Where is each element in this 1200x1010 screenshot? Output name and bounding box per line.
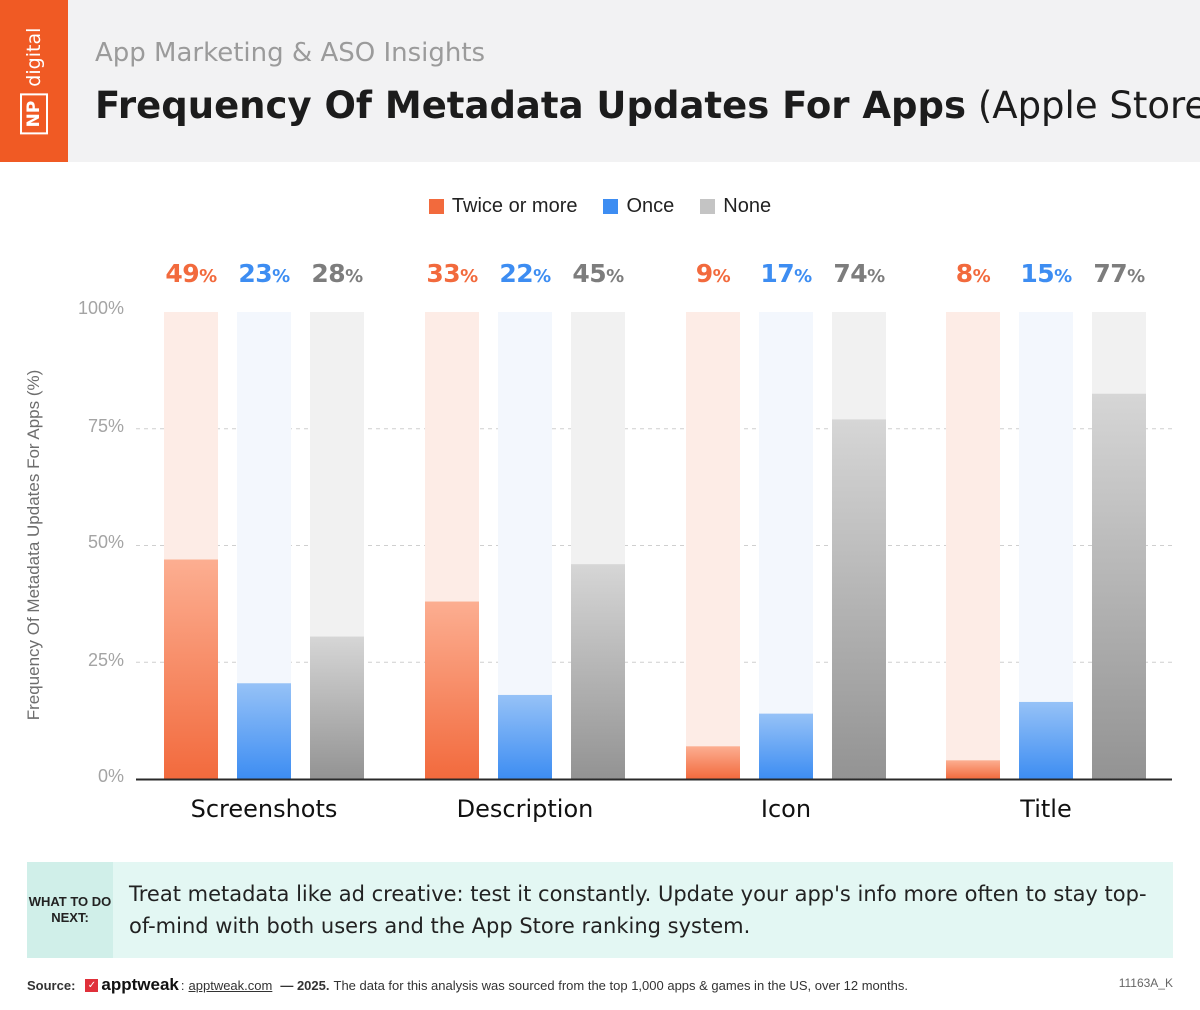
callout-tag: WHAT TO DO NEXT:: [27, 862, 113, 958]
apptweak-icon: ✓: [85, 978, 99, 992]
bar-track: [759, 312, 813, 779]
y-tick-label: 100%: [77, 298, 124, 318]
header-band: NP digital App Marketing & ASO Insights …: [0, 0, 1200, 162]
figure-code: 11163A_K: [1118, 976, 1173, 990]
bar-twice-or-more-icon: [686, 746, 740, 779]
data-label: 22%: [499, 259, 551, 288]
bar-track: [686, 312, 740, 779]
recommendation-callout: WHAT TO DO NEXT: Treat metadata like ad …: [27, 862, 1173, 958]
data-label: 17%: [760, 259, 812, 288]
data-label: 8%: [955, 259, 991, 288]
bar-twice-or-more-title: [946, 760, 1000, 779]
brand-name: apptweak: [101, 975, 179, 994]
data-label: 15%: [1020, 259, 1072, 288]
logo-block: NP digital: [0, 0, 68, 162]
title-qualifier: (Apple Store): [977, 84, 1200, 127]
source-label: Source:: [27, 977, 76, 993]
y-tick-label: 25%: [87, 650, 124, 670]
legend-swatch-twice: [428, 199, 444, 214]
bar-twice-or-more-description: [425, 601, 479, 779]
data-label: 77%: [1093, 259, 1145, 288]
bar-none-title: [1092, 393, 1146, 779]
category-label: Icon: [760, 795, 812, 823]
bar-once-screenshots: [237, 683, 291, 779]
legend-label-none: None: [723, 195, 772, 217]
y-tick-label: 50%: [87, 532, 124, 552]
legend-item-once: Once: [603, 195, 674, 218]
bar-twice-or-more-screenshots: [164, 559, 218, 779]
source-note: The data for this analysis was sourced f…: [333, 977, 908, 993]
bar-none-screenshots: [310, 636, 364, 779]
chart-legend: Twice or more Once None: [0, 195, 1200, 218]
category-label: Screenshots: [190, 795, 338, 823]
data-label: 9%: [695, 259, 731, 288]
bar-none-icon: [832, 419, 886, 779]
legend-swatch-once: [603, 199, 619, 214]
source-year: — 2025.: [280, 977, 330, 993]
source-link[interactable]: apptweak.com: [188, 977, 273, 993]
bar-track: [1019, 312, 1073, 779]
legend-label-twice: Twice or more: [451, 195, 578, 217]
data-label: 49%: [165, 259, 217, 288]
bar-once-description: [498, 694, 552, 779]
title-main: Frequency Of Metadata Updates For Apps: [95, 84, 967, 127]
data-label: 23%: [238, 259, 290, 288]
page-title: Frequency Of Metadata Updates For Apps (…: [95, 84, 1200, 127]
bar-once-icon: [759, 713, 813, 779]
data-label: 28%: [311, 259, 363, 288]
legend-label-once: Once: [626, 195, 675, 217]
category-label: Description: [456, 795, 594, 823]
legend-item-twice: Twice or more: [428, 195, 578, 218]
legend-item-none: None: [700, 195, 771, 218]
y-tick-label: 75%: [87, 416, 124, 436]
callout-text: Treat metadata like ad creative: test it…: [129, 882, 1147, 938]
data-label: 45%: [572, 259, 624, 288]
footer-separator: :: [180, 977, 185, 993]
brand-mark: ✓ apptweak: [85, 975, 179, 995]
bar-track: [946, 312, 1000, 779]
data-label: 33%: [426, 259, 478, 288]
legend-swatch-none: [700, 199, 716, 214]
footer-source: Source: ✓ apptweak : apptweak.com — 2025…: [27, 975, 908, 995]
category-label: Title: [1020, 795, 1072, 823]
data-label: 74%: [833, 259, 885, 288]
y-tick-label: 0%: [97, 766, 124, 786]
page-subtitle: App Marketing & ASO Insights: [95, 38, 486, 68]
bar-none-description: [571, 564, 625, 779]
bar-once-title: [1019, 701, 1073, 779]
